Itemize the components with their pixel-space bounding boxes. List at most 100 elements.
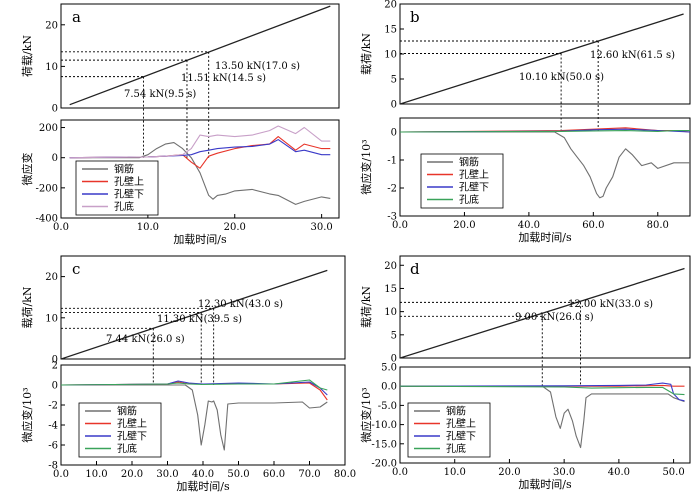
legend-entry: 孔壁上 (114, 175, 144, 188)
x-tick-label: 30.0 (310, 222, 332, 233)
x-tick-label: 10.0 (85, 469, 107, 480)
panel-c-load: 0 10 20 载荷/kN c 7.44 kN(26.0 s) 11.30 kN(39.5 … (21, 255, 346, 385)
y-tick-label: 2 (52, 361, 58, 372)
y-tick-label: -4 (48, 421, 58, 432)
plot-frame (60, 255, 346, 360)
y-tick-label: 20 (45, 272, 58, 283)
y-axis-label: 微应变/10³ (359, 139, 373, 194)
x-axis-label: 加载时间/s (176, 480, 230, 493)
marker-annotation: 12.60 kN(61.5 s) (590, 50, 675, 61)
x-tick-label: 20.0 (121, 469, 143, 480)
x-axis-label: 加载时间/s (518, 478, 572, 491)
legend-entry: 孔壁上 (446, 417, 476, 430)
y-tick-label: -400 (36, 214, 58, 225)
y-tick-label: 10 (45, 313, 58, 324)
legend-entry: 孔壁上 (459, 168, 489, 181)
panel-b-load: 0 5 10 15 20 载荷/kN b 10.10 kN(50.0 s) 12.60 kN(6… (360, 0, 691, 132)
legend-entry: 孔壁上 (117, 417, 147, 430)
y-tick-label: 15 (384, 284, 397, 295)
series-line-孔壁下 (61, 380, 328, 396)
x-tick-label: 0.0 (392, 220, 408, 231)
series-line-孔底 (400, 130, 690, 133)
marker-annotation: 11.30 kN(39.5 s) (157, 314, 242, 325)
x-tick-label: 20.0 (224, 222, 246, 233)
x-tick-label: 10.0 (444, 467, 466, 478)
x-tick-label: 30.0 (553, 467, 575, 478)
y-axis-label: 载荷/kN (360, 286, 373, 328)
panel-label: d (410, 260, 420, 278)
x-tick-label: 40.0 (608, 467, 630, 478)
legend-entry: 钢筋 (114, 163, 134, 176)
x-tick-label: 10.0 (137, 222, 159, 233)
legend-entry: 孔壁下 (459, 181, 489, 194)
y-tick-label: 10 (384, 307, 397, 318)
series-line-孔壁下 (400, 382, 685, 402)
y-tick-label: 0 (391, 100, 397, 111)
marker-annotation: 9.00 kN(26.0 s) (515, 312, 594, 323)
panel-b-strain: -3 -2 -1 0 0.0 20.0 40.0 60.0 80.0 微应变/10³ 加载时间/s 钢… (359, 117, 691, 244)
y-tick-label: -3 (387, 212, 397, 223)
panel-d-strain: -20.0 -15.0 -10.0 -5.0 0.0 5.0 0.0 10.0 20.0 30.0… (359, 363, 691, 491)
y-tick-label: 10 (45, 62, 58, 73)
y-tick-label: -8 (48, 461, 58, 472)
series-line-孔底 (61, 379, 328, 391)
series-line-load (400, 267, 685, 358)
marker-annotation: 7.54 kN(9.5 s) (124, 89, 196, 100)
y-tick-label: -15.0 (371, 439, 397, 450)
marker-annotation: 12.30 kN(43.0 s) (198, 299, 283, 310)
x-tick-label: 80.0 (647, 220, 669, 231)
legend-entry: 孔底 (114, 200, 134, 213)
y-tick-label: -1 (387, 156, 397, 167)
marker-annotation: 10.10 kN(50.0 s) (519, 72, 604, 83)
y-tick-label: 5 (391, 75, 397, 86)
legend-entry: 孔壁下 (117, 430, 147, 443)
legend-entry: 孔底 (459, 193, 479, 206)
x-tick-label: 0.0 (53, 469, 69, 480)
panel-label: b (410, 8, 420, 26)
y-tick-label: -200 (36, 183, 58, 194)
y-axis-label: 载荷/kN (360, 33, 373, 75)
series-line-load (69, 5, 331, 106)
y-axis-label: 微应变/10³ (20, 387, 34, 442)
y-tick-label: 0.0 (381, 382, 397, 393)
x-axis-label: 加载时间/s (518, 231, 572, 244)
plot-frame (399, 255, 691, 359)
x-tick-label: 80.0 (334, 469, 356, 480)
plot-frame (60, 3, 340, 109)
y-tick-label: -10.0 (371, 420, 397, 431)
x-tick-label: 20.0 (498, 467, 520, 478)
plot-frame (399, 366, 691, 464)
panel-d-load: 0 5 10 15 20 载荷/kN d 9.00 kN(26.0 s) 12.00 kN(33… (360, 255, 691, 387)
legend-entry: 孔壁下 (114, 188, 144, 201)
y-tick-label: 0 (391, 354, 397, 365)
y-tick-label: 0 (391, 128, 397, 139)
y-tick-label: 200 (39, 123, 58, 134)
series-line-钢筋 (69, 142, 331, 205)
y-axis-label: 微应变 (20, 153, 34, 186)
y-tick-label: 20 (384, 261, 397, 272)
y-tick-label: 0 (52, 355, 58, 366)
y-tick-label: 10 (384, 50, 397, 61)
x-tick-label: 60.0 (263, 469, 285, 480)
series-line-load (400, 13, 684, 104)
y-tick-label: -6 (48, 441, 58, 452)
y-axis-label: 微应变/10³ (359, 387, 373, 442)
x-tick-label: 20.0 (453, 220, 475, 231)
y-tick-label: 20 (384, 0, 397, 11)
x-tick-label: 50.0 (227, 469, 249, 480)
legend-entry: 孔底 (117, 442, 137, 455)
y-tick-label: 0 (52, 153, 58, 164)
marker-annotation: 11.51 kN(14.5 s) (181, 73, 266, 84)
y-tick-label: 0 (52, 104, 58, 115)
panel-a-load: 0 10 20 荷载/kN a 7.54 kN(9.5 s) 11.51 kN(14.5 s… (21, 3, 340, 158)
y-tick-label: -2 (48, 401, 58, 412)
panel-label: c (72, 260, 80, 278)
x-tick-label: 30.0 (156, 469, 178, 480)
x-tick-label: 40.0 (192, 469, 214, 480)
series-line-钢筋 (61, 384, 328, 451)
